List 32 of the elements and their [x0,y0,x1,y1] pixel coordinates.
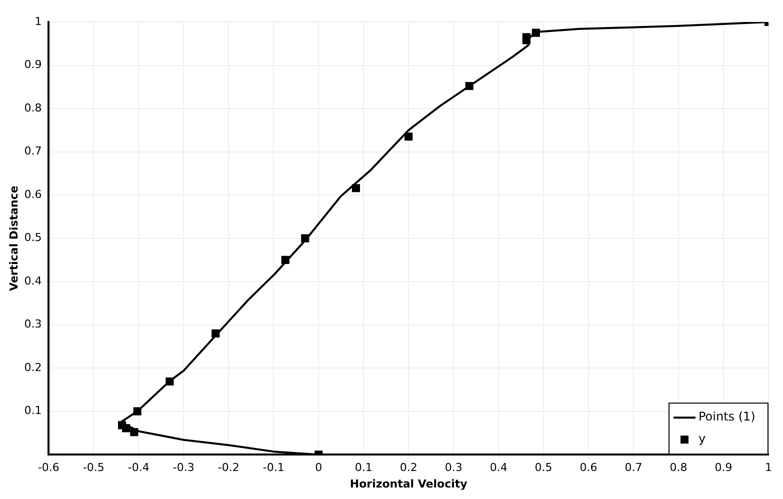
x-tick-label: 0.9 [714,461,732,474]
y-tick-label: 0.3 [24,318,42,331]
x-tick-label: -0.3 [172,461,194,474]
x-tick-label: 0.8 [670,461,688,474]
x-tick-label: 0.6 [580,461,598,474]
x-tick-label: 0.2 [400,461,418,474]
legend-label: Points (1) [698,410,756,424]
y-tick-label: 0.4 [24,274,42,288]
x-tick-label: 0.7 [624,461,642,474]
y-tick-label: 0.7 [24,144,42,158]
x-tick-label: -0.6 [38,461,60,474]
x-tick-label: 0.3 [444,461,462,474]
x-tick-label: 1 [765,461,772,474]
x-axis-title: Horizontal Velocity [350,477,468,490]
y-tick-label: 0.5 [24,231,42,244]
x-tick-label: -0.1 [262,461,284,474]
x-tick-label: 0.5 [534,461,552,474]
y-axis-title: Vertical Distance [7,186,20,291]
x-tick-label: -0.4 [128,461,150,474]
x-tick-label: -0.5 [82,461,104,474]
y-tick-label: 0.8 [24,101,42,114]
y-tick-label: 0.9 [24,58,42,72]
x-tick-label: 0 [315,461,322,474]
x-tick-label: -0.2 [218,461,240,474]
y-tick-label: 1 [34,14,42,28]
legend-label: y [698,432,706,446]
y-tick-label: 0.1 [24,404,42,418]
y-tick-label: 0.6 [24,188,42,201]
x-tick-label: 0.4 [490,461,508,474]
point [404,132,413,141]
x-tick-label: 0.1 [354,461,372,474]
y-tick-label: 0.2 [24,360,42,374]
